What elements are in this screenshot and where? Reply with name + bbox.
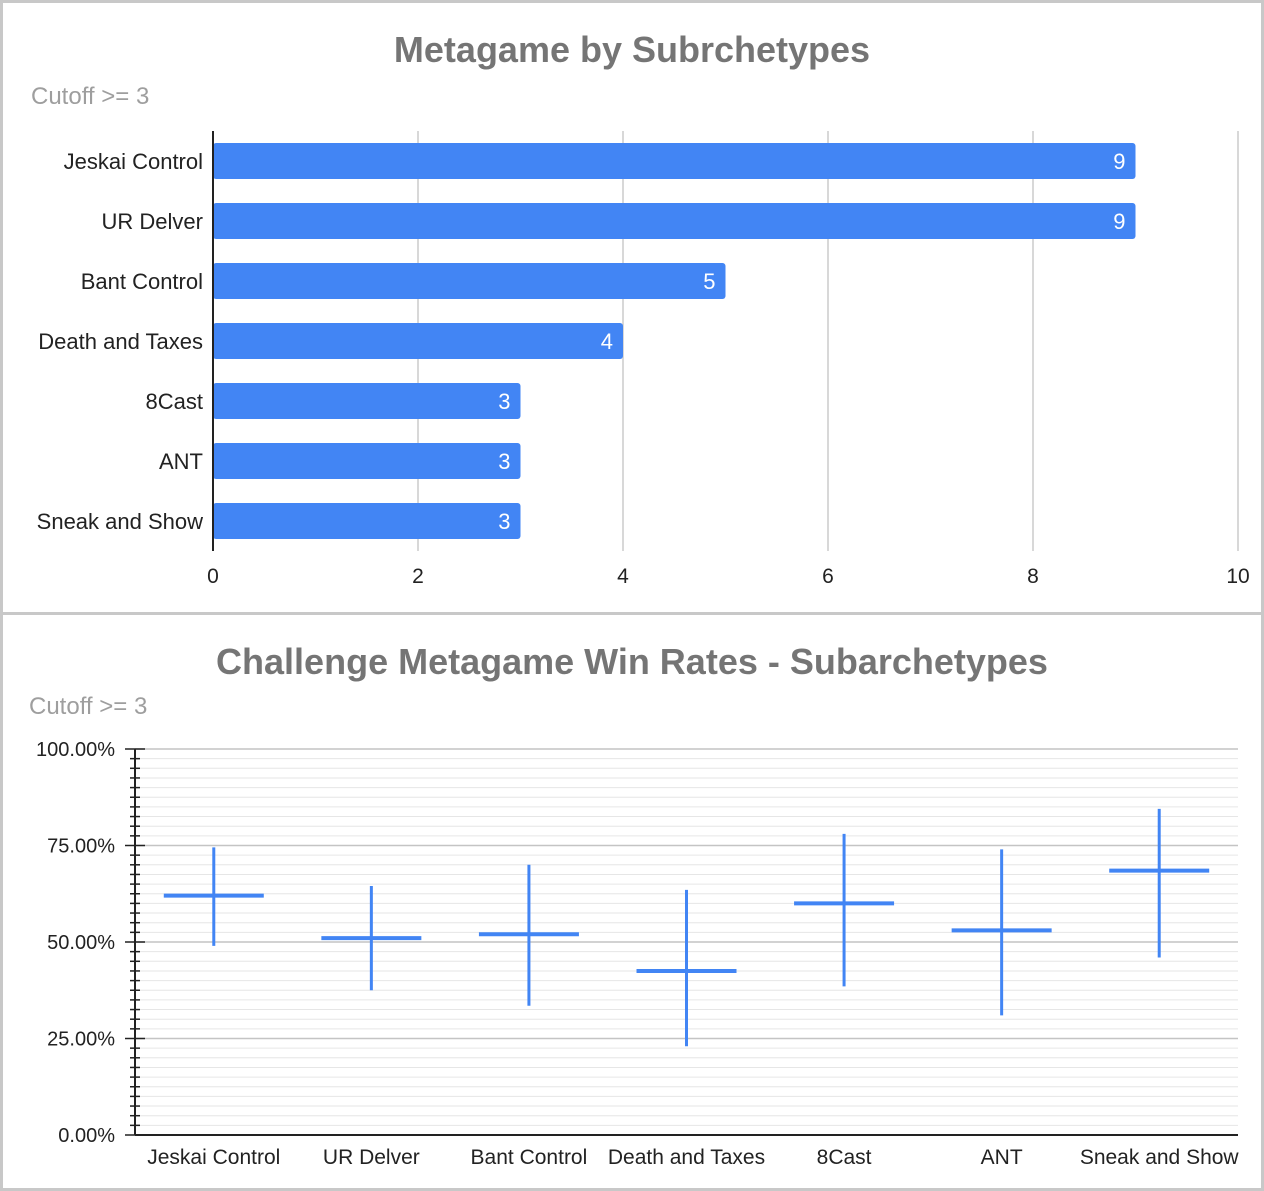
category-label: ANT xyxy=(159,449,203,474)
y-tick-label: 50.00% xyxy=(47,932,115,954)
chart-title: Metagame by Subrchetypes xyxy=(393,29,871,70)
x-tick-label: 2 xyxy=(412,565,424,588)
y-tick-label: 75.00% xyxy=(47,836,115,858)
y-tick-label: 25.00% xyxy=(47,1029,115,1051)
bar xyxy=(213,383,521,419)
win-rate-chart-panel: Challenge Metagame Win Rates - Subarchet… xyxy=(0,612,1264,1191)
category-label: Bant Control xyxy=(81,269,203,294)
category-label: Jeskai Control xyxy=(64,149,203,174)
x-tick-label: 6 xyxy=(822,565,834,588)
bar-chart-plot: 0 2 4 6 8 10 Jeskai Control 9 UR Delver 9 Bant Con… xyxy=(37,131,1250,588)
bar xyxy=(213,263,726,299)
data-label: 9 xyxy=(1113,149,1125,174)
x-category-label: Death and Taxes xyxy=(608,1146,765,1169)
data-label: 3 xyxy=(498,389,510,414)
chart-title: Challenge Metagame Win Rates - Subarchet… xyxy=(216,641,1048,682)
category-label: Death and Taxes xyxy=(38,329,203,354)
bar xyxy=(213,503,521,539)
chart-subtitle: Cutoff >= 3 xyxy=(29,693,148,720)
y-tick-label: 100.00% xyxy=(36,739,115,761)
x-category-label: UR Delver xyxy=(323,1146,420,1169)
x-tick-label: 8 xyxy=(1027,565,1039,588)
data-label: 9 xyxy=(1113,209,1125,234)
data-label: 3 xyxy=(498,449,510,474)
x-tick-label: 10 xyxy=(1226,565,1249,588)
chart-subtitle: Cutoff >= 3 xyxy=(31,83,150,110)
x-category-label: Jeskai Control xyxy=(147,1146,280,1169)
category-label: 8Cast xyxy=(146,389,203,414)
win-rate-plot: 0.00% 25.00% 50.00% 75.00% 100.00% Jeskai Con… xyxy=(36,739,1240,1169)
x-category-label: Sneak and Show xyxy=(1080,1146,1240,1169)
metagame-bar-chart-panel: Metagame by Subrchetypes Cutoff >= 3 0 2 4… xyxy=(0,0,1264,615)
category-label: UR Delver xyxy=(102,209,203,234)
data-label: 5 xyxy=(703,269,715,294)
x-category-label: Bant Control xyxy=(471,1146,588,1169)
y-tick-label: 0.00% xyxy=(58,1125,115,1147)
data-label: 4 xyxy=(601,329,613,354)
bar xyxy=(213,443,521,479)
category-label: Sneak and Show xyxy=(37,509,203,534)
x-tick-label: 4 xyxy=(617,565,629,588)
data-label: 3 xyxy=(498,509,510,534)
x-category-label: 8Cast xyxy=(817,1146,872,1169)
bar xyxy=(213,323,623,359)
x-category-label: ANT xyxy=(981,1146,1023,1169)
x-tick-label: 0 xyxy=(207,565,219,588)
bar xyxy=(213,203,1136,239)
bar xyxy=(213,143,1136,179)
